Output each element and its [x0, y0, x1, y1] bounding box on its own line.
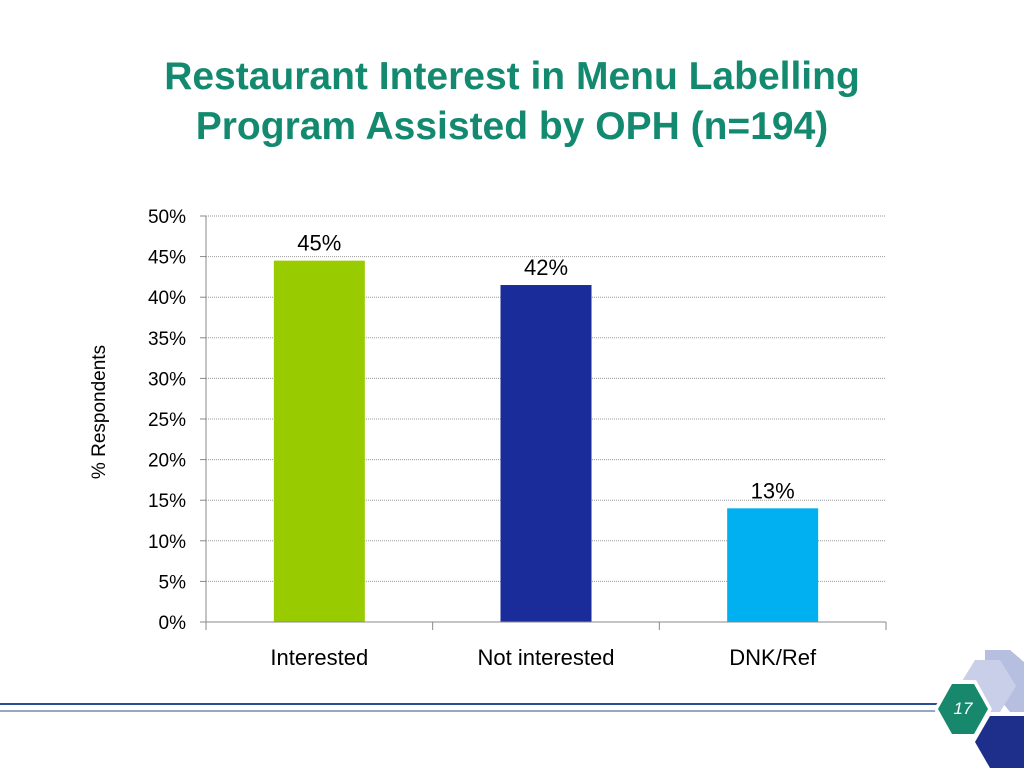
y-tick-label: 0%	[159, 613, 187, 634]
slide-title-line-2: Program Assisted by OPH (n=194)	[195, 105, 829, 148]
y-tick-label: 25%	[148, 410, 186, 431]
bar-dnk-ref	[727, 508, 819, 622]
slide-title: Restaurant Interest in Menu Labelling Pr…	[60, 52, 964, 152]
x-axis-tick-labels: Interested Not interested DNK/Ref	[270, 645, 817, 670]
axes	[200, 215, 887, 630]
page-number: 17	[953, 699, 973, 718]
y-tick-label: 15%	[148, 491, 186, 512]
y-tick-label: 10%	[148, 532, 186, 553]
y-tick-label: 5%	[159, 572, 187, 593]
data-labels: 45% 42% 13%	[297, 231, 794, 504]
data-label: 42%	[524, 255, 568, 280]
y-tick-label: 40%	[148, 288, 186, 309]
data-label: 13%	[751, 478, 795, 503]
bar-not-interested	[500, 285, 592, 622]
bars	[273, 260, 819, 622]
x-tick-label: Not interested	[478, 645, 615, 670]
y-tick-label: 45%	[148, 248, 186, 269]
y-axis-tick-labels: 0% 5% 10% 15% 20% 25% 30% 35% 40% 45% 50%	[148, 207, 186, 634]
y-tick-label: 20%	[148, 451, 186, 472]
data-label: 45%	[297, 231, 341, 256]
y-axis-label: % Respondents	[89, 345, 110, 479]
y-tick-label: 35%	[148, 329, 186, 350]
y-tick-label: 30%	[148, 369, 186, 390]
bar-interested	[273, 260, 365, 622]
hexagon-dark-bottom	[975, 716, 1024, 768]
x-tick-label: Interested	[270, 645, 368, 670]
hexagon-page-badge	[938, 684, 988, 734]
y-tick-label: 50%	[148, 207, 186, 228]
slide-title-line-1: Restaurant Interest in Menu Labelling	[164, 55, 860, 98]
x-tick-label: DNK/Ref	[729, 645, 817, 670]
